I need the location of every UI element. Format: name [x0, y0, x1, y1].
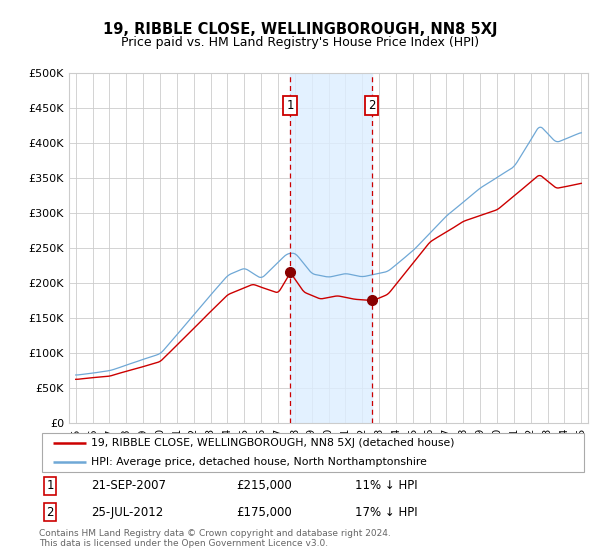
Text: 19, RIBBLE CLOSE, WELLINGBOROUGH, NN8 5XJ (detached house): 19, RIBBLE CLOSE, WELLINGBOROUGH, NN8 5X… [91, 437, 455, 447]
FancyBboxPatch shape [42, 433, 584, 472]
Text: 2: 2 [46, 506, 54, 519]
Text: 1: 1 [46, 479, 54, 492]
Text: This data is licensed under the Open Government Licence v3.0.: This data is licensed under the Open Gov… [39, 539, 328, 548]
Text: 11% ↓ HPI: 11% ↓ HPI [355, 479, 418, 492]
Bar [290, 73, 371, 423]
Text: 1: 1 [286, 99, 294, 112]
Text: Contains HM Land Registry data © Crown copyright and database right 2024.: Contains HM Land Registry data © Crown c… [39, 529, 391, 538]
Text: Price paid vs. HM Land Registry's House Price Index (HPI): Price paid vs. HM Land Registry's House … [121, 36, 479, 49]
Text: 19, RIBBLE CLOSE, WELLINGBOROUGH, NN8 5XJ: 19, RIBBLE CLOSE, WELLINGBOROUGH, NN8 5X… [103, 22, 497, 38]
Text: £215,000: £215,000 [236, 479, 292, 492]
Text: 25-JUL-2012: 25-JUL-2012 [91, 506, 163, 519]
Text: 17% ↓ HPI: 17% ↓ HPI [355, 506, 418, 519]
Text: 21-SEP-2007: 21-SEP-2007 [91, 479, 166, 492]
Text: £175,000: £175,000 [236, 506, 292, 519]
Text: HPI: Average price, detached house, North Northamptonshire: HPI: Average price, detached house, Nort… [91, 457, 427, 467]
Text: 2: 2 [368, 99, 376, 112]
